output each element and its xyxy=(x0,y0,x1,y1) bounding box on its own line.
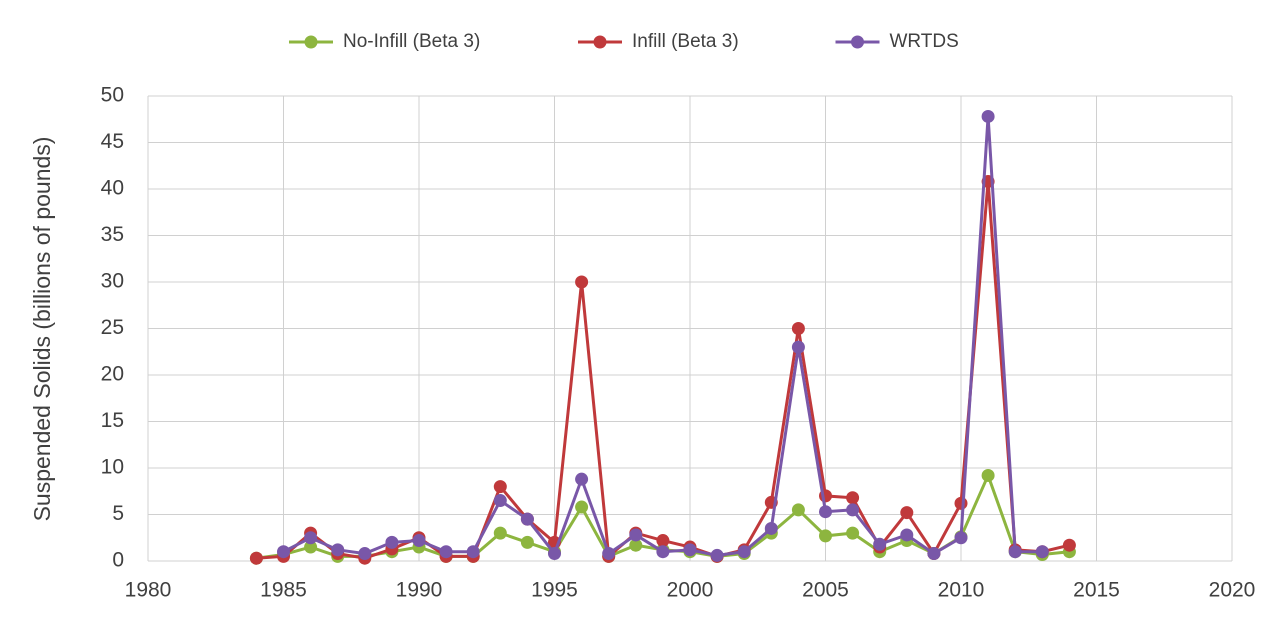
data-point xyxy=(331,543,345,557)
y-tick-label: 50 xyxy=(101,84,124,107)
series-line xyxy=(256,181,1070,560)
data-point xyxy=(304,540,318,554)
data-point xyxy=(764,521,778,535)
data-point xyxy=(277,545,290,559)
data-point xyxy=(791,503,805,517)
legend-label: No-Infill (Beta 3) xyxy=(343,31,480,52)
data-point xyxy=(737,545,751,559)
data-point xyxy=(304,531,318,545)
legend-marker xyxy=(304,35,318,49)
x-tick-label: 1980 xyxy=(125,579,172,602)
data-point xyxy=(981,109,995,123)
x-tick-label: 1985 xyxy=(260,579,307,602)
series-line xyxy=(282,116,1043,557)
data-point xyxy=(493,480,507,494)
y-tick-label: 45 xyxy=(101,130,124,153)
data-point xyxy=(575,472,589,486)
x-tick-label: 2005 xyxy=(802,579,849,602)
data-point xyxy=(1062,538,1076,552)
y-axis-label: Suspended Solids (billions of pounds) xyxy=(29,137,55,522)
data-point xyxy=(575,275,589,289)
data-point xyxy=(900,506,914,520)
data-point xyxy=(791,322,805,335)
y-tick-label: 25 xyxy=(101,316,124,339)
x-tick-label: 2000 xyxy=(667,579,714,602)
data-point xyxy=(466,545,480,559)
data-point xyxy=(954,531,968,545)
data-point xyxy=(520,535,534,549)
data-point xyxy=(358,547,372,561)
data-point xyxy=(412,534,426,548)
data-point xyxy=(846,526,860,540)
data-point xyxy=(1035,545,1049,559)
data-point xyxy=(1008,545,1022,559)
legend-label: WRTDS xyxy=(890,31,959,52)
y-tick-label: 10 xyxy=(101,456,124,479)
data-point xyxy=(927,547,941,561)
x-tick-label: 2015 xyxy=(1073,579,1120,602)
y-tick-label: 30 xyxy=(101,270,124,293)
y-tick-label: 20 xyxy=(101,363,124,386)
data-point xyxy=(791,340,805,354)
data-point xyxy=(819,505,832,519)
data-point xyxy=(819,529,832,543)
y-tick-label: 15 xyxy=(101,409,124,432)
data-point xyxy=(846,503,860,517)
y-tick-label: 35 xyxy=(101,223,124,246)
data-point xyxy=(493,526,507,540)
data-point xyxy=(981,468,995,482)
y-tick-label: 0 xyxy=(112,549,124,572)
data-point xyxy=(656,534,670,548)
legend-marker xyxy=(593,35,607,49)
data-point xyxy=(575,500,589,514)
data-point xyxy=(439,545,453,559)
data-point xyxy=(548,547,561,561)
data-point xyxy=(710,548,724,562)
legend-label: Infill (Beta 3) xyxy=(632,31,739,52)
data-point xyxy=(629,528,643,542)
data-point xyxy=(249,551,263,565)
x-tick-label: 2010 xyxy=(938,579,985,602)
x-tick-label: 1990 xyxy=(396,579,443,602)
x-tick-label: 2020 xyxy=(1209,579,1256,602)
y-tick-label: 40 xyxy=(101,177,124,200)
data-point xyxy=(683,543,697,557)
data-point xyxy=(873,537,887,551)
data-point xyxy=(385,535,399,549)
x-tick-label: 1995 xyxy=(531,579,578,602)
data-point xyxy=(900,528,914,542)
data-point xyxy=(954,496,968,510)
data-point xyxy=(846,491,860,505)
y-tick-label: 5 xyxy=(112,502,124,525)
data-point xyxy=(629,538,643,552)
data-point xyxy=(656,545,670,559)
data-point xyxy=(602,547,616,561)
data-point xyxy=(493,494,507,508)
legend-marker xyxy=(851,35,864,49)
data-point xyxy=(520,512,534,526)
